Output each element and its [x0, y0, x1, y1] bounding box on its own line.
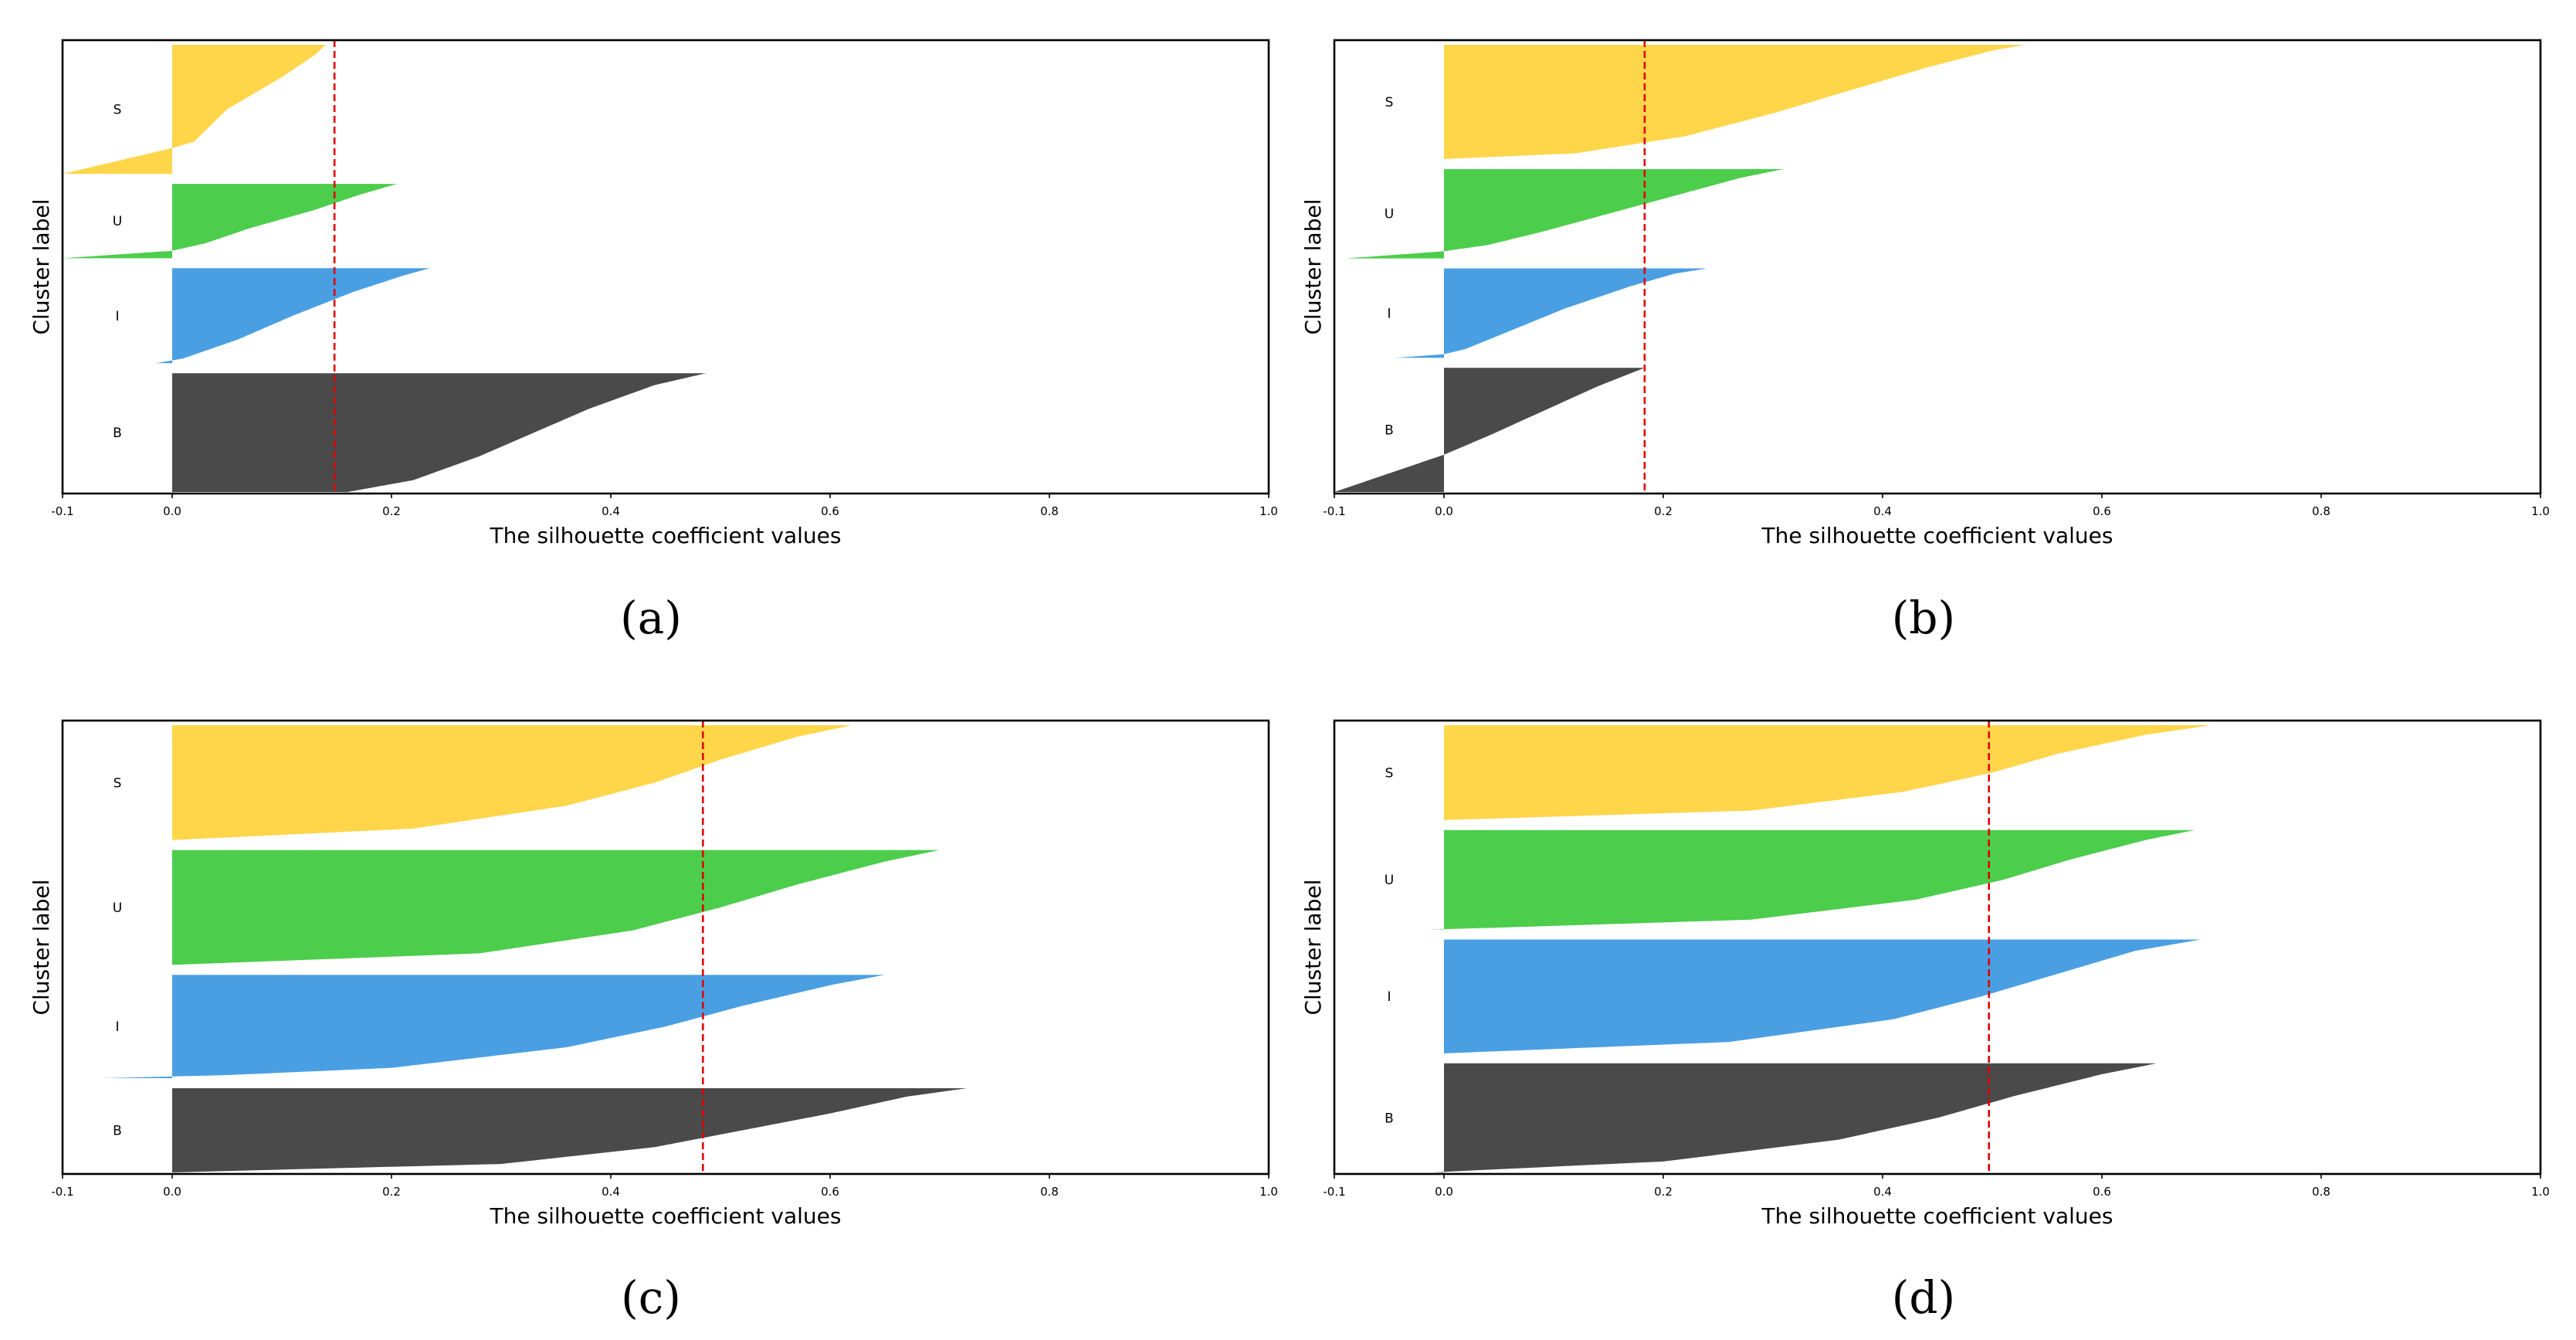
cluster-label-U: U: [1385, 873, 1394, 888]
silhouette-band-I: [1395, 268, 1707, 358]
panel-d: S U I B -0.1 0.0 0.2 0.4 0.6 0.8 1.0 The silhouette…: [1300, 719, 2550, 1324]
silhouette-band-I: [1444, 939, 2201, 1053]
cluster-label-B: B: [1385, 423, 1394, 439]
x-tick-label: 0.4: [1873, 504, 1892, 518]
y-axis-label: Cluster label: [29, 880, 54, 1016]
cluster-label-S: S: [1385, 95, 1394, 110]
x-axis-label: The silhouette coefficient values: [1761, 1203, 2113, 1229]
axes-frame: [61, 719, 1270, 1175]
cluster-label-B: B: [113, 426, 122, 441]
cluster-label-S: S: [114, 775, 122, 791]
silhouette-band-S: [1444, 725, 2212, 820]
y-axis-label: Cluster label: [29, 199, 54, 335]
silhouette-band-B: [1334, 368, 1645, 492]
silhouette-band-I: [155, 268, 430, 364]
silhouette-band-U: [172, 850, 940, 965]
x-tick-label: -0.1: [51, 1185, 73, 1199]
x-tick-label: 0.2: [382, 1185, 401, 1199]
x-tick-label: 0.4: [602, 1185, 620, 1199]
x-tick-label: 0.6: [2093, 1185, 2111, 1199]
cluster-label-I: I: [1387, 989, 1391, 1005]
x-tick-label: 0.2: [1654, 1185, 1673, 1199]
x-tick-label: 1.0: [1259, 1185, 1278, 1199]
cluster-label-I: I: [115, 1019, 119, 1035]
silhouette-band-B: [1432, 1063, 2157, 1172]
cluster-label-S: S: [114, 103, 122, 118]
silhouette-band-U: [63, 184, 398, 259]
x-axis-label: The silhouette coefficient values: [1761, 523, 2113, 548]
silhouette-band-I: [100, 975, 885, 1079]
x-tick-label: 0.8: [1040, 504, 1059, 518]
x-tick-label: 0.4: [1873, 1185, 1892, 1199]
x-axis-label: The silhouette coefficient values: [490, 523, 842, 548]
x-axis-label: The silhouette coefficient values: [490, 1203, 842, 1229]
panel-c: S U I B -0.1 0.0 0.2 0.4 0.6 0.8 1.0 The silhouette…: [29, 719, 1278, 1324]
cluster-label-I: I: [1387, 306, 1391, 321]
silhouette-band-B: [172, 1087, 968, 1172]
axes-frame: [61, 39, 1270, 495]
x-tick-label: 0.6: [821, 504, 839, 518]
panel-caption: (d): [1892, 1271, 1955, 1324]
silhouette-band-S: [63, 45, 326, 175]
x-tick-label: 1.0: [2531, 504, 2550, 518]
cluster-label-B: B: [1385, 1111, 1394, 1126]
panel-a: S U I B -0.1 0.0 0.2 0.4 0.6 0.8 1.0 The silhouette…: [29, 39, 1278, 644]
x-tick-label: 0.8: [2312, 1185, 2330, 1199]
cluster-label-U: U: [113, 214, 122, 229]
y-axis-label: Cluster label: [1300, 199, 1326, 335]
x-tick-label: -0.1: [1323, 504, 1345, 518]
cluster-label-S: S: [1385, 765, 1394, 781]
x-tick-label: -0.1: [1323, 1185, 1345, 1199]
panel-caption: (c): [621, 1271, 681, 1324]
cluster-label-U: U: [113, 901, 122, 916]
axes-frame: [1333, 719, 2542, 1175]
x-tick-label: 0.0: [163, 504, 181, 518]
panel-caption: (a): [620, 592, 682, 644]
silhouette-band-U: [1427, 829, 2195, 930]
silhouette-band-B: [172, 373, 707, 492]
panel-b: S U I B -0.1 0.0 0.2 0.4 0.6 0.8 1.0 The silhouette…: [1300, 39, 2550, 644]
x-tick-label: 0.4: [602, 504, 620, 518]
silhouette-band-S: [1444, 45, 2025, 159]
x-tick-label: 0.0: [1435, 1185, 1453, 1199]
cluster-label-U: U: [1385, 207, 1394, 222]
x-tick-label: 0.2: [382, 504, 401, 518]
x-tick-label: 0.6: [821, 1185, 839, 1199]
silhouette-band-U: [1345, 168, 1785, 259]
x-tick-label: 0.0: [1435, 504, 1453, 518]
silhouette-band-S: [172, 725, 852, 840]
x-tick-label: 0.6: [2093, 504, 2111, 518]
x-tick-label: 1.0: [2531, 1185, 2550, 1199]
panel-caption: (b): [1892, 592, 1955, 644]
cluster-label-I: I: [115, 309, 119, 324]
x-tick-label: 0.8: [2312, 504, 2330, 518]
y-axis-label: Cluster label: [1300, 880, 1326, 1016]
axes-frame: [1333, 39, 2542, 495]
cluster-label-B: B: [113, 1123, 122, 1138]
x-tick-label: -0.1: [51, 504, 73, 518]
x-tick-label: 0.0: [163, 1185, 181, 1199]
x-tick-label: 1.0: [1259, 504, 1278, 518]
x-tick-label: 0.2: [1654, 504, 1673, 518]
x-tick-label: 0.8: [1040, 1185, 1059, 1199]
